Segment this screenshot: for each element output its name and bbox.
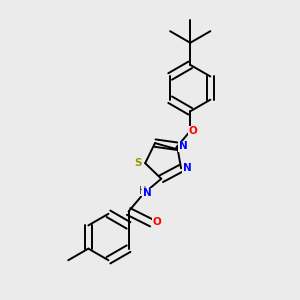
Text: O: O (153, 217, 162, 227)
Text: N: N (179, 141, 188, 151)
Text: S: S (135, 158, 142, 168)
Text: O: O (189, 126, 198, 136)
Text: N: N (183, 163, 192, 173)
Text: H: H (139, 186, 146, 196)
Text: N: N (143, 188, 152, 198)
